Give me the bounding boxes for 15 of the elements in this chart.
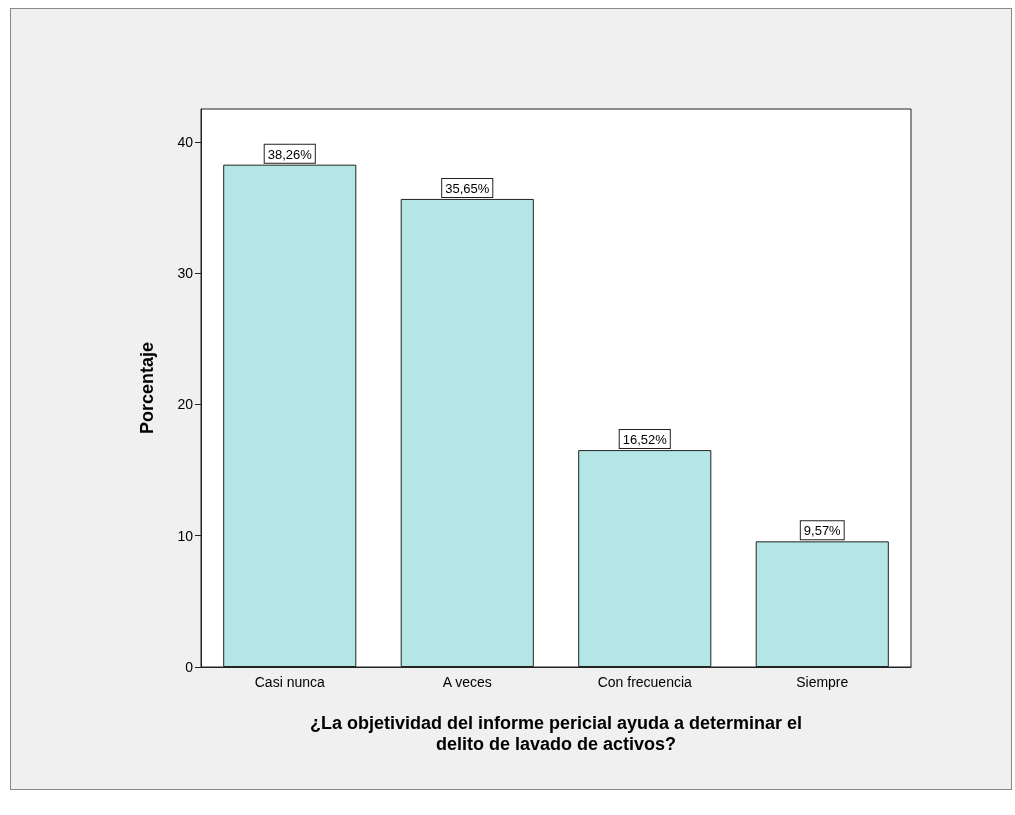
data-label: 16,52% — [622, 432, 668, 448]
y-tick-label: 0 — [185, 659, 194, 675]
data-label: 9,57% — [803, 523, 842, 539]
y-tick-label: 30 — [177, 265, 194, 282]
x-tick-label: A veces — [442, 674, 492, 690]
y-axis-title: Porcentaje — [137, 341, 157, 435]
data-label: 38,26% — [267, 146, 313, 162]
y-tick-label: 40 — [177, 133, 194, 150]
x-tick-label: Con frecuencia — [597, 674, 693, 690]
data-label: 35,65% — [445, 180, 490, 196]
x-axis-title: ¿La objetividad del informe pericial ayuda a determinar el delito de lavado de activos? — [309, 712, 803, 754]
y-tick-label: 10 — [177, 527, 194, 544]
x-tick-label: Casi nunca — [254, 674, 325, 690]
x-tick-label: Siempre — [796, 674, 849, 690]
y-tick-label: 20 — [177, 396, 194, 413]
